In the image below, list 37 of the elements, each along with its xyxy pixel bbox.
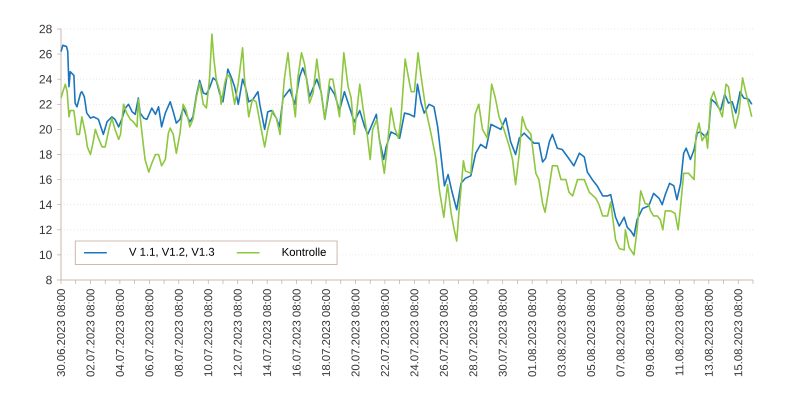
x-tick-label: 07.08.2023 08:00	[616, 289, 624, 376]
y-tick-label: 26	[40, 50, 52, 58]
y-tick-label: 8	[46, 276, 52, 284]
legend-label: V 1.1, V1.2, V1.3	[128, 248, 214, 258]
x-tick-label: 12.07.2023 08:00	[234, 289, 242, 376]
x-tick-label: 15.08.2023 08:00	[734, 289, 742, 376]
legend-label: Kontrolle	[282, 248, 326, 256]
y-tick-label: 20	[40, 125, 52, 134]
x-tick-label: 05.08.2023 08:00	[587, 289, 596, 376]
x-tick-label: 10.07.2023 08:00	[204, 289, 212, 376]
x-tick-label: 11.08.2023 08:00	[675, 289, 684, 376]
x-tick-label: 28.07.2023 08:00	[469, 289, 478, 376]
y-tick-label: 18	[40, 150, 52, 159]
x-tick-label: 16.07.2023 08:00	[292, 289, 301, 376]
x-tick-label: 30.06.2023 08:00	[57, 289, 66, 376]
x-tick-label: 08.07.2023 08:00	[174, 289, 183, 376]
x-tick-label: 26.07.2023 08:00	[440, 289, 448, 376]
x-tick-label: 09.08.2023 08:00	[646, 289, 654, 376]
x-tick-label: 24.07.2023 08:00	[410, 289, 418, 376]
y-tick-label: 12	[40, 226, 52, 234]
x-tick-label: 18.07.2023 08:00	[322, 289, 330, 376]
x-tick-label: 04.07.2023 08:00	[116, 289, 124, 376]
x-tick-label: 14.07.2023 08:00	[263, 289, 272, 376]
x-tick-label: 03.08.2023 08:00	[558, 289, 566, 376]
y-tick-label: 28	[40, 24, 52, 34]
y-tick-label: 24	[40, 74, 52, 84]
y-tick-label: 22	[40, 100, 52, 108]
y-tick-label: 10	[40, 250, 52, 260]
x-tick-label: 13.08.2023 08:00	[704, 289, 713, 376]
y-tick-label: 16	[40, 175, 52, 184]
x-tick-label: 30.07.2023 08:00	[498, 289, 507, 376]
x-tick-label: 20.07.2023 08:00	[351, 289, 360, 376]
x-tick-label: 22.07.2023 08:00	[380, 289, 389, 376]
x-tick-label: 01.08.2023 08:00	[528, 289, 536, 376]
x-tick-label: 06.07.2023 08:00	[145, 289, 154, 376]
x-tick-label: 02.07.2023 08:00	[86, 289, 94, 376]
y-tick-label: 14	[40, 200, 52, 209]
